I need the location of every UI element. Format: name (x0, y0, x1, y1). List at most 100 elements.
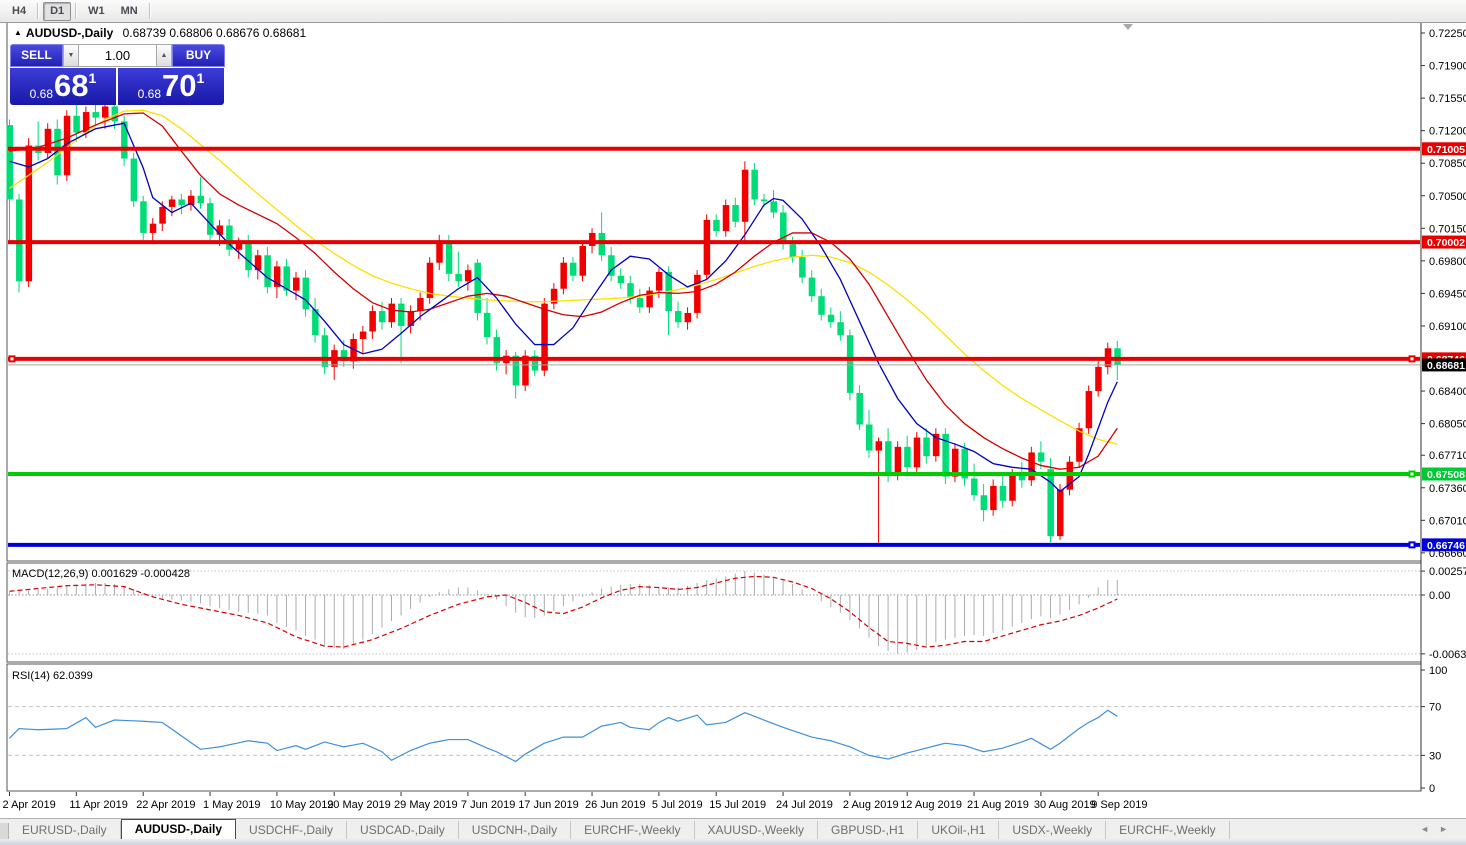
tab-eurchf-weekly[interactable]: EURCHF-,Weekly (571, 821, 695, 839)
sell-price-display[interactable]: 0.68 68 1 (10, 68, 116, 105)
price-tag-text: 0.70002 (1427, 237, 1465, 249)
candles (6, 102, 1121, 543)
tab-eurchf-weekly[interactable]: EURCHF-,Weekly (1106, 821, 1230, 839)
date-label: 15 Jul 2019 (709, 799, 766, 811)
rsi-panel[interactable] (6, 663, 1422, 792)
price-tag-0.68681 (1422, 358, 1466, 372)
level-handle-dot (1410, 543, 1414, 547)
tab-bar-stub (0, 823, 9, 839)
price-tick-label: 0.67710 (1429, 450, 1466, 462)
date-label: 29 May 2019 (394, 799, 458, 811)
price-tick-label: 0.68400 (1429, 386, 1466, 398)
tab-ukoil-h1[interactable]: UKOil-,H1 (918, 821, 1000, 839)
level-handle-dot (10, 357, 14, 361)
price-tag-0.71005 (1422, 142, 1466, 156)
timeframe-button-mn[interactable]: MN (120, 4, 138, 17)
tab-audusd-daily[interactable]: AUDUSD-,Daily (120, 819, 237, 839)
price-tag-text: 0.71005 (1427, 144, 1465, 156)
tab-eurusd-daily[interactable]: EURUSD-,Daily (9, 821, 121, 839)
tab-usdchf-daily[interactable]: USDCHF-,Daily (236, 821, 348, 839)
tab-xauusd-weekly[interactable]: XAUUSD-,Weekly (695, 821, 818, 839)
date-label: 5 Jul 2019 (652, 799, 703, 811)
macd-histogram (9, 571, 1118, 654)
macd-axis-label: 0.00 (1429, 590, 1450, 602)
window-bottom-edge (0, 838, 1466, 845)
price-tick-label: 0.68050 (1429, 419, 1466, 431)
symbol-title: AUDUSD-,Daily (25, 26, 114, 40)
tab-gbpusd-h1[interactable]: GBPUSD-,H1 (818, 821, 919, 839)
date-label: 26 Jun 2019 (585, 799, 646, 811)
volume-decrease-button[interactable]: ▼ (63, 44, 79, 67)
ohlc-values: 0.68739 0.68806 0.68676 0.68681 (122, 26, 307, 40)
ma-fast-blue (9, 122, 1118, 493)
rsi-line (9, 709, 1118, 763)
price-tick-label: 0.67360 (1429, 483, 1466, 495)
price-tick-label: 0.71200 (1429, 126, 1466, 138)
tab-usdcnh-daily[interactable]: USDCNH-,Daily (459, 821, 572, 839)
date-label: 22 Apr 2019 (136, 799, 195, 811)
volume-increase-button[interactable]: ▲ (156, 44, 172, 67)
buy-price-main: 70 (162, 68, 197, 103)
collapse-triangle-icon[interactable]: ▲ (14, 28, 22, 37)
rsi-axis-label: 0 (1429, 783, 1435, 795)
price-tag-text: 0.66746 (1427, 540, 1465, 552)
autoscroll-triangle-icon[interactable] (1123, 24, 1133, 30)
macd-label: MACD(12,26,9) 0.001629 -0.000428 (12, 568, 190, 580)
timeframe-button-h4[interactable]: H4 (12, 4, 27, 17)
price-tick-label: 0.70150 (1429, 223, 1466, 235)
toolbar-separator (37, 3, 40, 19)
price-tick-label: 0.71550 (1429, 93, 1466, 105)
ma-slow-yellow (9, 109, 1118, 445)
tab-scroll-left-icon[interactable]: ◄ (1420, 824, 1440, 834)
price-tag-text: 0.68681 (1427, 360, 1465, 372)
date-label: 10 May 2019 (270, 799, 334, 811)
timeframe-toolbar: H4 D1 W1 MN (0, 0, 1466, 23)
date-label: 7 Jun 2019 (461, 799, 515, 811)
toolbar-separator (148, 3, 151, 19)
volume-input[interactable]: 1.00 (79, 44, 156, 67)
date-label: 11 Apr 2019 (69, 799, 128, 811)
price-tick-label: 0.71900 (1429, 61, 1466, 73)
date-label: 21 Aug 2019 (967, 799, 1029, 811)
buy-price-display[interactable]: 0.68 70 1 (118, 68, 224, 105)
rsi-axis-label: 70 (1429, 702, 1441, 714)
date-label: 9 Sep 2019 (1091, 799, 1147, 811)
symbol-header: ▲ AUDUSD-,Daily 0.68739 0.68806 0.68676 0… (14, 26, 306, 40)
one-click-trade-panel: SELL ▼ 1.00 ▲ BUY 0.68 68 1 0.68 70 1 (10, 44, 225, 105)
date-label: 1 May 2019 (203, 799, 260, 811)
price-tick-label: 0.69100 (1429, 321, 1466, 333)
sell-price-prefix: 0.68 (29, 87, 54, 101)
date-label: 30 Aug 2019 (1034, 799, 1096, 811)
sell-button[interactable]: SELL (10, 44, 63, 67)
level-handle-dot (1410, 357, 1414, 361)
buy-button[interactable]: BUY (172, 44, 225, 67)
macd-axis-label: 0.002574 (1429, 566, 1466, 578)
tab-usdcad-daily[interactable]: USDCAD-,Daily (347, 821, 459, 839)
macd-panel[interactable] (6, 562, 1422, 663)
tab-scroll-right-icon[interactable]: ► (1439, 824, 1458, 834)
price-tag-text: 0.67508 (1427, 469, 1465, 481)
buy-price-prefix: 0.68 (137, 87, 162, 101)
date-label: 12 Aug 2019 (900, 799, 962, 811)
toolbar-separator (75, 3, 78, 19)
price-tag-0.70002 (1422, 235, 1466, 249)
ma-mid-red (9, 112, 1118, 470)
price-tick-label: 0.72250 (1429, 28, 1466, 40)
date-label: 20 May 2019 (327, 799, 391, 811)
timeframe-button-d1[interactable]: D1 (43, 1, 72, 21)
price-tick-label: 0.69450 (1429, 288, 1466, 300)
rsi-label: RSI(14) 62.0399 (12, 670, 93, 682)
level-handle-dot (1410, 472, 1414, 476)
tab-usdx-weekly[interactable]: USDX-,Weekly (999, 821, 1107, 839)
main-chart-panel[interactable] (6, 21, 1422, 562)
price-tick-label: 0.70850 (1429, 158, 1466, 170)
date-label: 24 Jul 2019 (776, 799, 833, 811)
date-label: 17 Jun 2019 (518, 799, 579, 811)
date-label: 2 Aug 2019 (843, 799, 899, 811)
timeframe-button-w1[interactable]: W1 (88, 4, 105, 17)
sell-price-pipette: 1 (88, 70, 97, 86)
macd-axis-label: -0.006326 (1429, 649, 1466, 661)
chart-tab-bar: EURUSD-,Daily AUDUSD-,Daily USDCHF-,Daily U… (0, 818, 1466, 839)
